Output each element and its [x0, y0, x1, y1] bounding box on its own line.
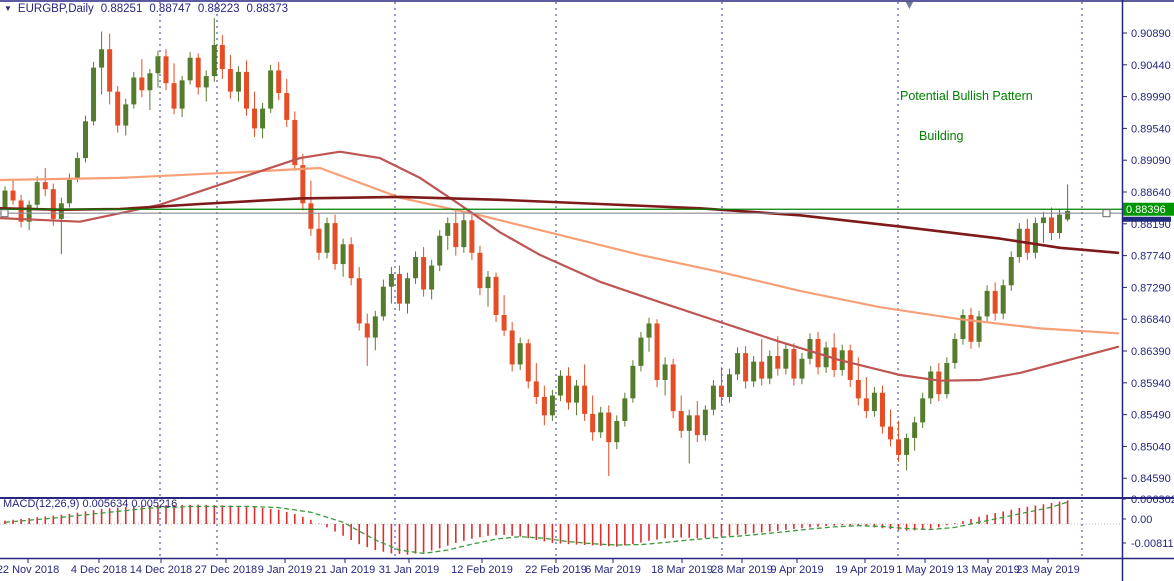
date-axis-label: 23 May 2019	[1016, 564, 1080, 576]
date-axis-label: 14 Dec 2018	[130, 564, 192, 576]
price-axis[interactable]: 0.90890 0.90440 0.89990 0.89540 0.89090 0.886…	[1122, 28, 1174, 485]
date-axis-label: 22 Feb 2019	[525, 564, 587, 576]
ohlc-high: 0.88747	[149, 3, 191, 15]
date-axis-label: 27 Dec 2018	[195, 564, 257, 576]
macd-indicator-label: MACD(12,26,9) 0.005634 0.005216	[3, 498, 178, 510]
price-axis-label: 0.88640	[1131, 187, 1171, 199]
symbol-dropdown-icon[interactable]: ▼	[4, 4, 12, 13]
macd-axis-label: 0.00	[1131, 514, 1152, 526]
current-price-badge-text: 0.88396	[1126, 204, 1166, 216]
date-axis-label: 22 Nov 2018	[0, 564, 59, 576]
date-axis-label: 31 Jan 2019	[379, 564, 440, 576]
date-axis-label: 19 Apr 2019	[835, 564, 894, 576]
chart-shift-marker-icon[interactable]: ▼	[903, 0, 916, 12]
macd-signal-line	[4, 501, 1068, 555]
macd-panel	[0, 500, 1122, 555]
ohlc-low: 0.88223	[197, 3, 240, 15]
price-axis-label: 0.90890	[1131, 28, 1171, 40]
grid-lines	[159, 2, 1083, 557]
ohlc-open: 0.88251	[100, 3, 143, 15]
price-axis-label: 0.84590	[1131, 473, 1171, 485]
annotation-text-line1: Potential Bullish Pattern	[900, 89, 1033, 103]
macd-axis[interactable]: 0.006302 0.00 -0.008116	[1122, 494, 1174, 550]
price-axis-label: 0.89090	[1131, 155, 1171, 167]
chart-title: ▼ EURGBP,Daily 0.88251 0.88747 0.88223 0.8837…	[4, 3, 288, 15]
price-axis-label: 0.88190	[1131, 219, 1171, 231]
date-axis-label: 21 Jan 2019	[315, 564, 376, 576]
price-axis-label: 0.85040	[1131, 441, 1171, 453]
date-axis-label: 6 Mar 2019	[585, 564, 641, 576]
macd-axis-label: 0.006302	[1131, 494, 1174, 506]
price-axis-label: 0.86840	[1131, 314, 1171, 326]
candlesticks[interactable]	[2, 18, 1071, 477]
price-axis-label: 0.85940	[1131, 378, 1171, 390]
date-axis-label: 1 May 2019	[896, 564, 953, 576]
price-axis-label: 0.87290	[1131, 282, 1171, 294]
moving-averages	[0, 150, 1120, 382]
price-axis-label: 0.89540	[1131, 123, 1171, 135]
date-axis-label: 28 Mar 2019	[711, 564, 773, 576]
hline-handle[interactable]	[0, 209, 9, 218]
price-axis-label: 0.90440	[1131, 60, 1171, 72]
price-axis-label: 0.85490	[1131, 410, 1171, 422]
ohlc-close: 0.88373	[246, 3, 289, 15]
sma-100-line	[0, 166, 1120, 335]
date-axis-label: 13 May 2019	[956, 564, 1020, 576]
ask-price-strip	[1123, 216, 1171, 222]
sma-50-line	[0, 150, 1120, 382]
current-price-badge	[1123, 202, 1174, 216]
date-axis[interactable]: 22 Nov 2018 4 Dec 2018 14 Dec 2018 27 Dec 2…	[0, 559, 1080, 576]
sma-200-line	[0, 195, 1120, 255]
horizontal-lines[interactable]	[0, 208, 1122, 218]
annotation-text-line2: Building	[919, 129, 964, 143]
date-axis-label: 9 Apr 2019	[770, 564, 823, 576]
price-axis-label: 0.89990	[1131, 92, 1171, 104]
price-axis-label: 0.87740	[1131, 251, 1171, 263]
date-axis-label: 18 Mar 2019	[651, 564, 713, 576]
date-axis-label: 4 Dec 2018	[71, 564, 127, 576]
hline-handle[interactable]	[1102, 209, 1111, 218]
symbol-timeframe-label: EURGBP,Daily	[17, 3, 94, 15]
date-axis-label: 12 Feb 2019	[451, 564, 513, 576]
price-axis-label: 0.86390	[1131, 346, 1171, 358]
macd-axis-label: -0.008116	[1131, 538, 1174, 550]
date-axis-label: 9 Jan 2019	[258, 564, 312, 576]
